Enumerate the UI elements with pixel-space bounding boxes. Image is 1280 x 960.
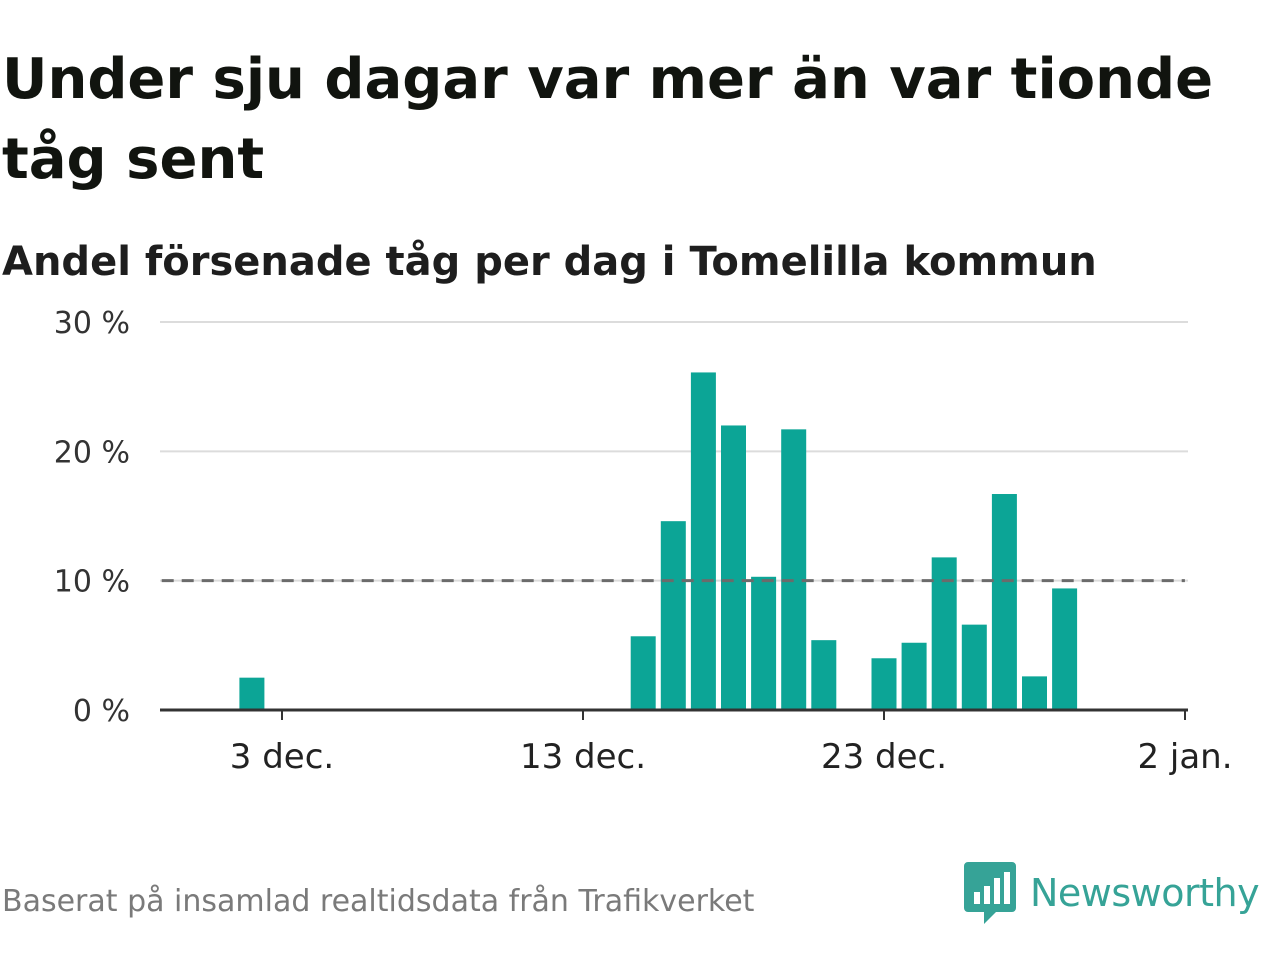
bars — [239, 372, 1078, 710]
x-axis: 3 dec. 13 dec. 23 dec. 2 jan. — [160, 708, 1233, 777]
x-tick-label: 2 jan. — [1137, 737, 1232, 777]
bar — [931, 557, 957, 710]
brand-name: Newsworthy — [1030, 871, 1260, 915]
bar — [721, 425, 746, 710]
brand-logo: Newsworthy — [964, 862, 1260, 924]
y-tick-label: 10 % — [54, 565, 130, 600]
bar — [690, 372, 716, 710]
bar — [871, 658, 897, 710]
y-tick-label: 20 % — [54, 435, 130, 470]
bar — [630, 636, 656, 710]
bar — [961, 624, 987, 710]
bar — [811, 640, 837, 710]
chart-title: Under sju dagar var mer än var tionde tå… — [2, 47, 1214, 192]
source-note: Baserat på insamlad realtidsdata från Tr… — [2, 884, 755, 919]
x-tick-label: 3 dec. — [230, 737, 334, 777]
bar-chart: 3 dec. 13 dec. 23 dec. 2 jan. 0 % 10 % 20 % 30… — [54, 306, 1233, 777]
bar — [901, 642, 927, 710]
bar — [660, 521, 686, 710]
bar — [781, 429, 807, 710]
chart-subtitle: Andel försenade tåg per dag i Tomelilla … — [2, 239, 1097, 285]
newsworthy-icon — [964, 862, 1016, 924]
bar — [239, 677, 265, 710]
y-tick-label: 30 % — [54, 306, 130, 341]
y-axis-labels: 0 % 10 % 20 % 30 % — [54, 306, 130, 729]
bar — [991, 494, 1017, 710]
bar — [1022, 676, 1047, 710]
y-tick-label: 0 % — [73, 694, 130, 729]
x-tick-label: 13 dec. — [520, 737, 646, 777]
bar — [751, 576, 777, 710]
x-tick-label: 23 dec. — [821, 737, 947, 777]
bar — [1052, 588, 1078, 710]
